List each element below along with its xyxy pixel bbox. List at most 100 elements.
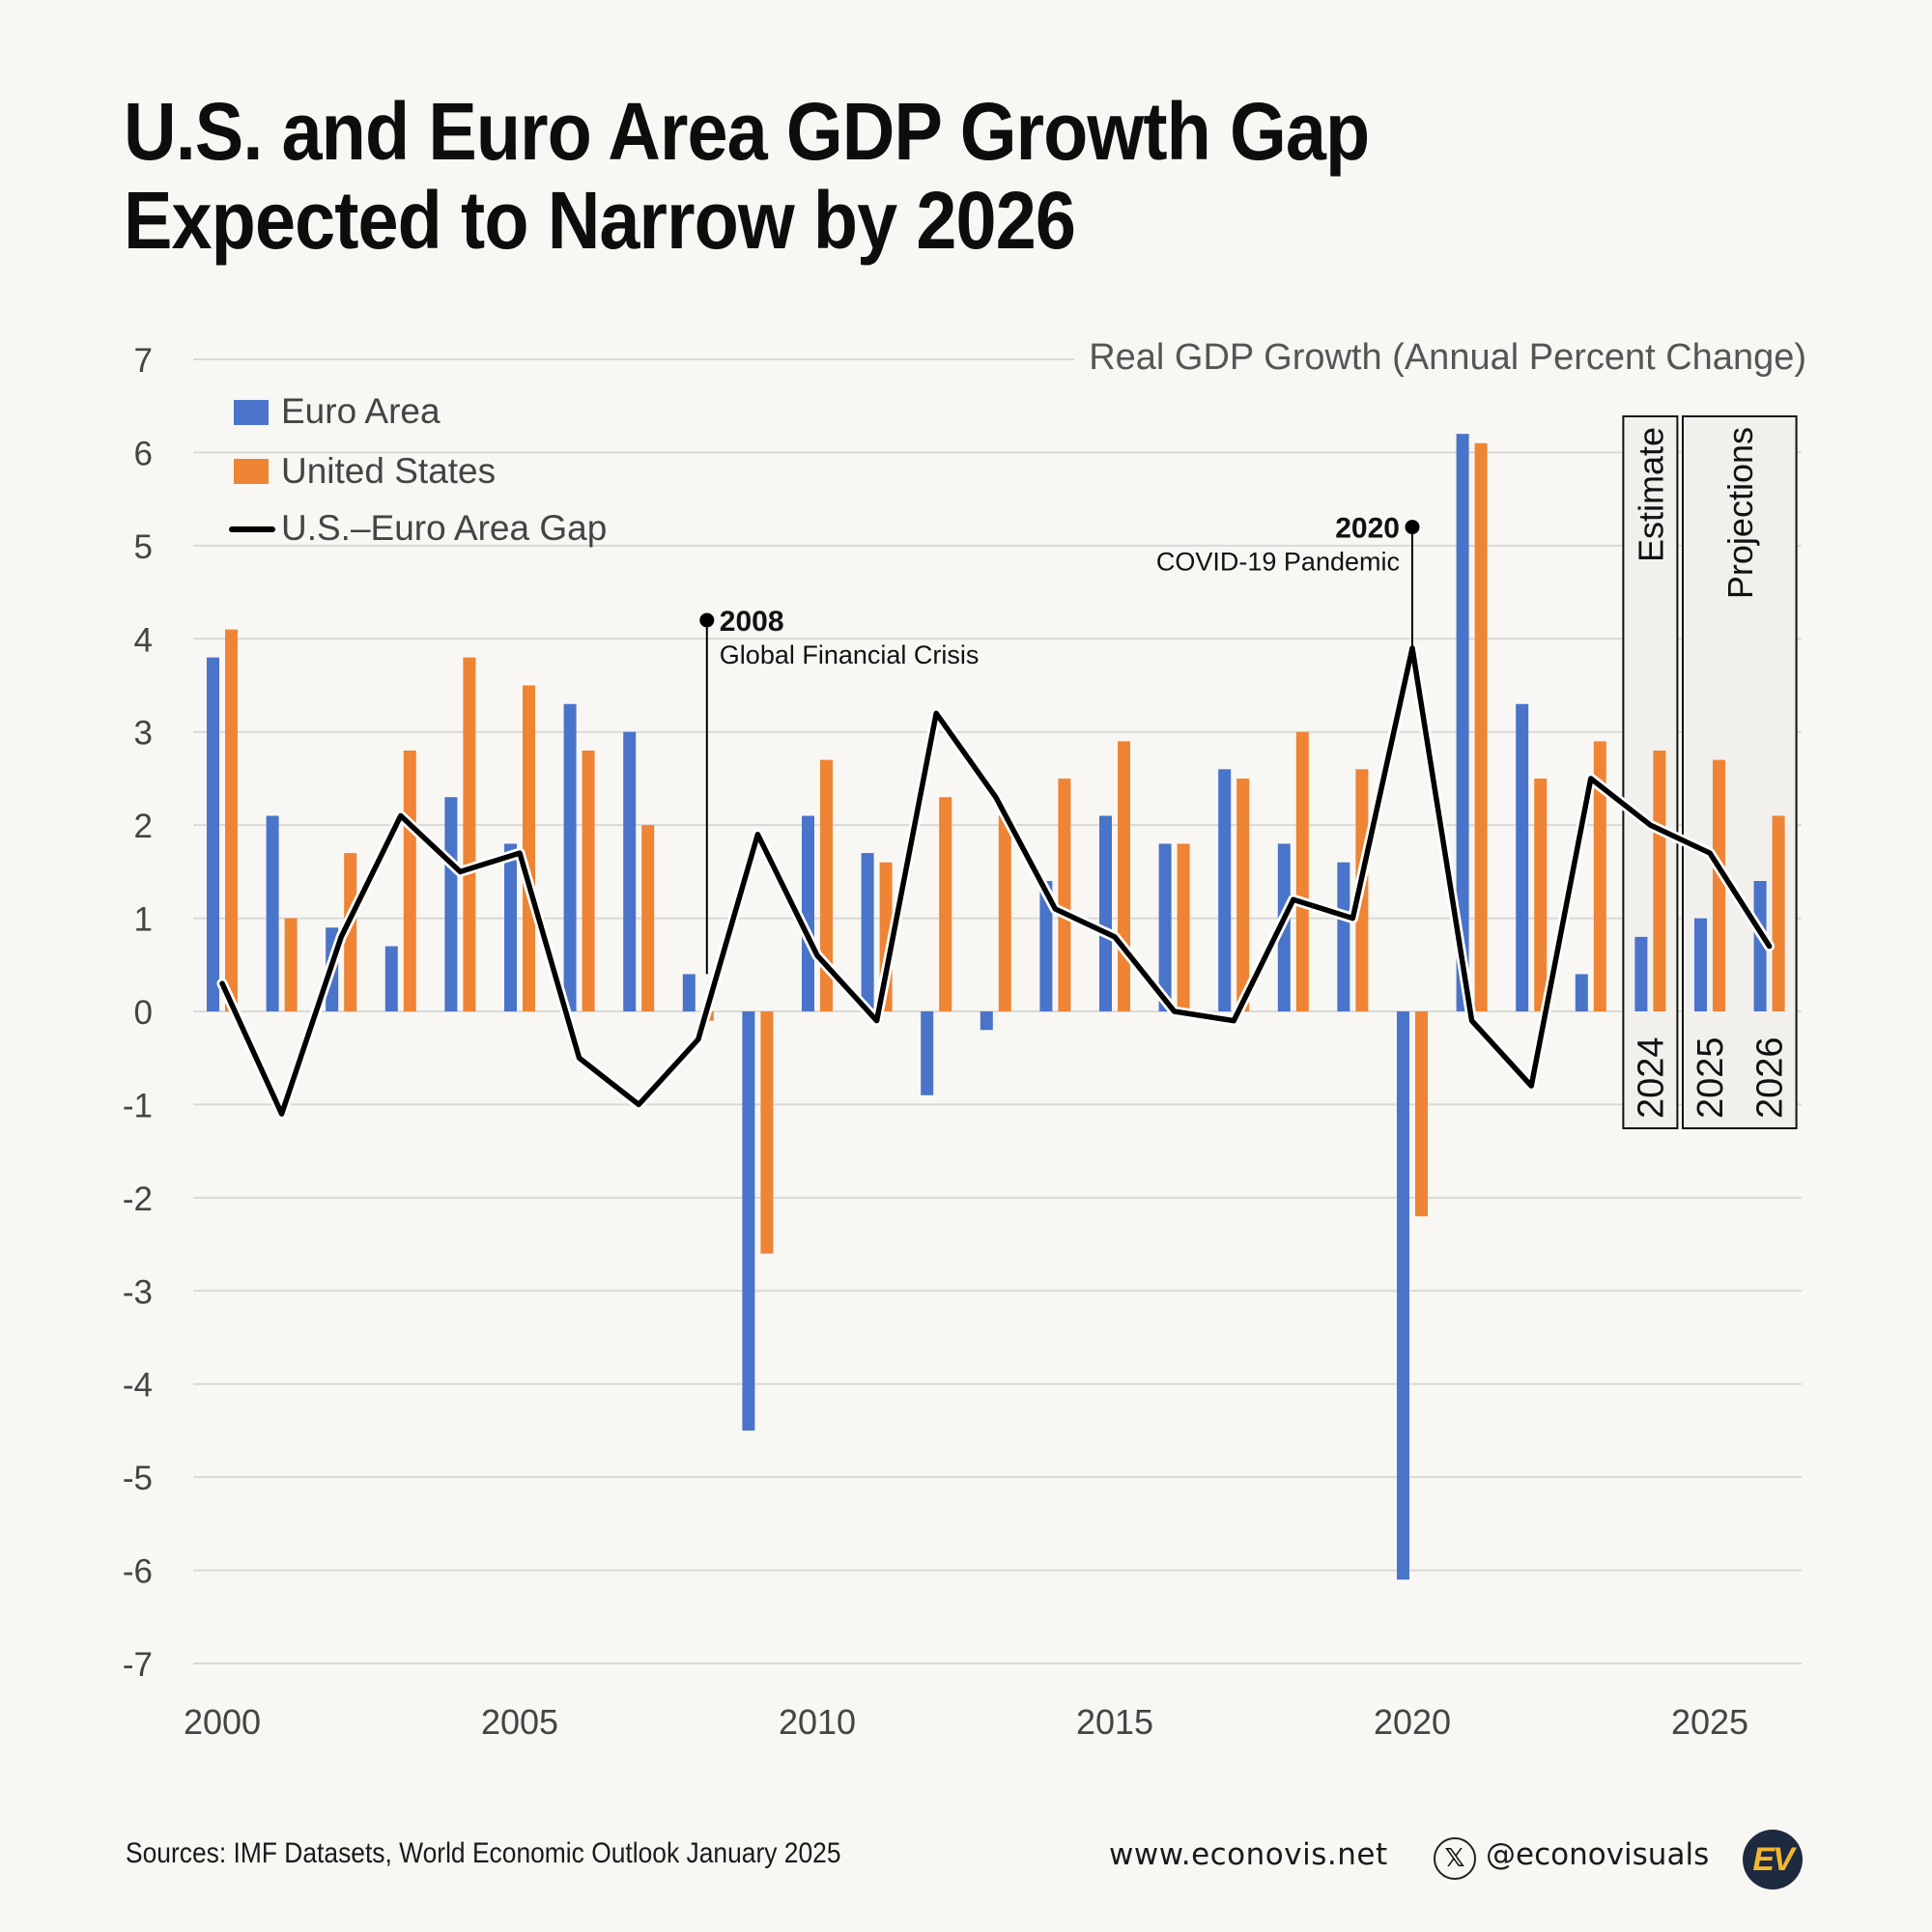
bar-united-states	[284, 918, 298, 1011]
bar-euro-area	[980, 1011, 993, 1031]
legend-label-united-states: United States	[281, 451, 496, 491]
subtitle-background	[1074, 333, 1808, 382]
bar-united-states	[939, 797, 952, 1011]
annotation-year: 2008	[720, 606, 784, 638]
y-tick-label: 7	[134, 342, 153, 380]
period-boxes: Estimate 2024 Projections 2025 2026	[1622, 415, 1798, 1129]
bar-euro-area	[1456, 434, 1469, 1012]
bar-euro-area	[1397, 1011, 1409, 1580]
x-logo-icon[interactable]: 𝕏	[1434, 1837, 1476, 1880]
annotation-marker	[1405, 520, 1420, 535]
annotation-text: COVID-19 Pandemic	[1156, 548, 1400, 577]
y-tick-label: 6	[134, 435, 153, 472]
bar-euro-area	[563, 703, 577, 1011]
source-note: Sources: IMF Datasets, World Economic Ou…	[126, 1837, 841, 1869]
bar-united-states	[1713, 759, 1725, 1011]
bar-united-states	[403, 751, 416, 1011]
bar-euro-area	[1516, 703, 1529, 1011]
gap-line	[219, 645, 1773, 1117]
y-tick-label: 3	[134, 715, 153, 753]
gridlines	[193, 358, 1802, 1664]
bar-euro-area	[921, 1011, 934, 1095]
econovis-logo: EV	[1743, 1830, 1803, 1889]
bar-euro-area	[207, 657, 219, 1011]
bar-euro-area	[1575, 974, 1588, 1011]
bar-united-states	[1653, 751, 1666, 1011]
legend-swatch-united-states	[234, 459, 269, 484]
bar-euro-area	[802, 815, 814, 1011]
period-box-year-label: 2024	[1631, 1037, 1671, 1119]
bar-euro-area	[266, 815, 279, 1011]
period-box-label: Estimate	[1631, 427, 1670, 562]
bar-united-states	[1772, 815, 1785, 1011]
x-axis-ticks: 2000 2005 2010 2015 2020 2025	[184, 1702, 1748, 1742]
x-tick-label: 2005	[481, 1702, 558, 1742]
x-tick-label: 2020	[1374, 1702, 1451, 1742]
period-box-year-label: 2026	[1750, 1037, 1791, 1119]
bar-euro-area	[1337, 862, 1350, 1011]
y-tick-label: 5	[134, 528, 153, 566]
bar-united-states	[1415, 1011, 1428, 1217]
bar-euro-area	[682, 974, 696, 1011]
bars	[207, 434, 1785, 1580]
bar-united-states	[523, 685, 535, 1011]
bar-united-states	[760, 1011, 774, 1254]
bar-united-states	[225, 629, 238, 1011]
legend-label-gap: U.S.–Euro Area Gap	[281, 508, 607, 548]
bar-euro-area	[1753, 881, 1767, 1011]
bar-united-states	[1118, 741, 1130, 1011]
bar-euro-area	[1218, 769, 1232, 1011]
bar-euro-area	[623, 731, 637, 1011]
y-tick-label: -7	[123, 1646, 153, 1684]
bar-euro-area	[1039, 881, 1053, 1011]
bar-euro-area	[444, 797, 458, 1011]
bar-united-states	[1058, 778, 1071, 1011]
x-tick-label: 2025	[1671, 1702, 1748, 1742]
bar-euro-area	[1099, 815, 1112, 1011]
y-tick-label: -1	[123, 1087, 153, 1124]
legend-swatch-euro-area	[234, 400, 269, 425]
gap-line-layer	[216, 642, 1776, 1120]
y-tick-label: 4	[134, 621, 153, 659]
bar-united-states	[1295, 731, 1309, 1011]
title-line-2: Expected to Narrow by 2026	[124, 175, 1076, 266]
y-tick-label: 2	[134, 808, 153, 845]
bar-united-states	[998, 815, 1011, 1011]
social-handle[interactable]: @econovisuals	[1486, 1837, 1710, 1872]
x-tick-label: 2015	[1076, 1702, 1153, 1742]
bar-euro-area	[384, 946, 398, 1011]
bar-euro-area	[861, 853, 874, 1011]
annotation-text: Global Financial Crisis	[720, 640, 980, 669]
bar-united-states	[641, 825, 655, 1011]
y-axis-ticks: 7 6 5 4 3 2 1 0 -1 -2 -3 -4 -5 -6 -7	[123, 342, 153, 1684]
y-tick-label: -4	[123, 1367, 153, 1405]
bar-euro-area	[504, 843, 517, 1011]
annotation-year: 2020	[1335, 513, 1400, 545]
bar-united-states	[1236, 778, 1250, 1011]
bar-united-states	[1177, 843, 1190, 1011]
bar-united-states	[463, 657, 476, 1011]
y-tick-label: 1	[134, 901, 153, 939]
x-tick-label: 2010	[779, 1702, 856, 1742]
bar-euro-area	[1634, 936, 1648, 1011]
bar-united-states	[820, 759, 833, 1011]
y-tick-label: 0	[134, 994, 153, 1032]
legend-label-euro-area: Euro Area	[281, 391, 440, 431]
website-link[interactable]: www.econovis.net	[1109, 1837, 1388, 1872]
y-tick-label: -2	[123, 1180, 153, 1218]
bar-euro-area	[742, 1011, 755, 1431]
annotation-marker	[699, 612, 715, 628]
period-box-year-label: 2025	[1690, 1037, 1731, 1119]
logo-text: EV	[1752, 1840, 1794, 1878]
bar-united-states	[1593, 741, 1606, 1011]
bar-euro-area	[1694, 918, 1707, 1011]
y-tick-label: -3	[123, 1273, 153, 1311]
bar-united-states	[1474, 442, 1488, 1011]
bar-united-states	[344, 853, 357, 1011]
y-tick-label: -5	[123, 1460, 153, 1497]
chart-subtitle: Real GDP Growth (Annual Percent Change)	[1089, 337, 1806, 378]
bar-united-states	[1534, 778, 1548, 1011]
page-title: U.S. and Euro Area GDP Growth Gap Expecte…	[124, 87, 1370, 266]
bar-euro-area	[1158, 843, 1172, 1011]
